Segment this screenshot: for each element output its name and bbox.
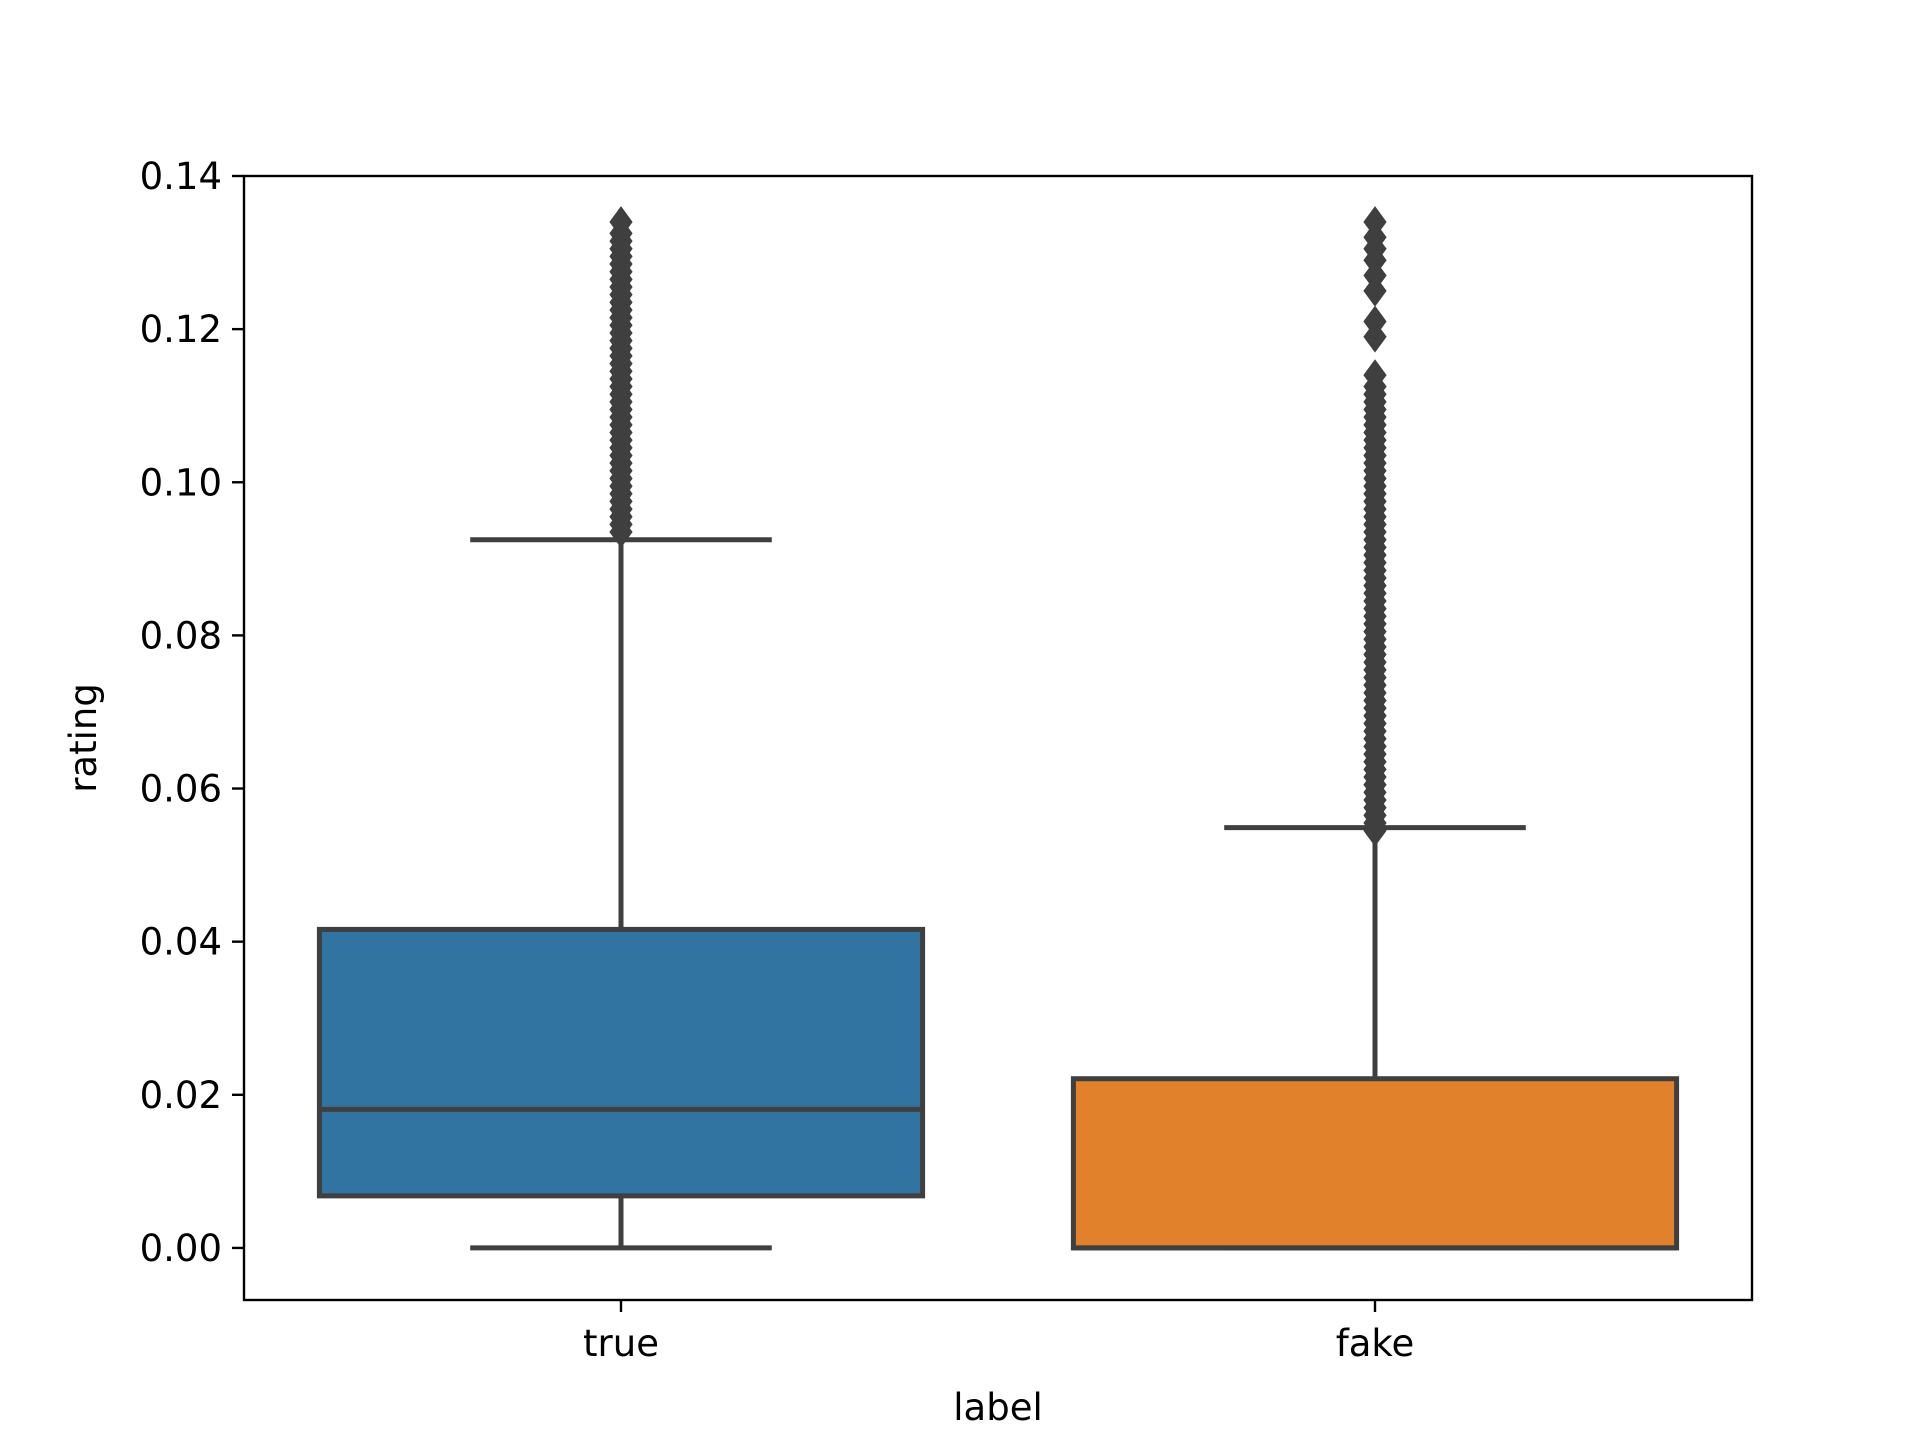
y-tick-label: 0.10 (140, 461, 222, 504)
y-tick-label: 0.04 (140, 921, 222, 964)
y-tick-label: 0.12 (140, 308, 222, 351)
y-tick-label: 0.00 (140, 1227, 222, 1270)
y-axis: 0.00 0.02 0.04 0.06 0.08 0.10 0.12 0.14 (140, 155, 244, 1270)
x-tick-label: true (583, 1322, 659, 1365)
y-tick-label: 0.08 (140, 614, 222, 657)
outlier-point (1363, 359, 1387, 391)
outlier-point (1363, 305, 1387, 338)
boxes-layer (316, 206, 1680, 1251)
y-tick-label: 0.02 (140, 1074, 222, 1117)
x-tick-label: fake (1336, 1322, 1415, 1365)
plot-frame (242, 174, 1754, 1302)
y-tick-label: 0.06 (140, 768, 222, 811)
x-axis-label: label (953, 1386, 1042, 1429)
iqr-box (1070, 1076, 1680, 1251)
box-fake (1070, 206, 1680, 1251)
outlier-point (1363, 206, 1387, 238)
y-tick-label: 0.14 (140, 155, 222, 198)
x-axis: true fake (583, 1300, 1414, 1365)
y-axis-label: rating (62, 683, 105, 793)
iqr-box (316, 926, 926, 1199)
outlier-point (609, 206, 633, 238)
box-true (316, 206, 926, 1251)
